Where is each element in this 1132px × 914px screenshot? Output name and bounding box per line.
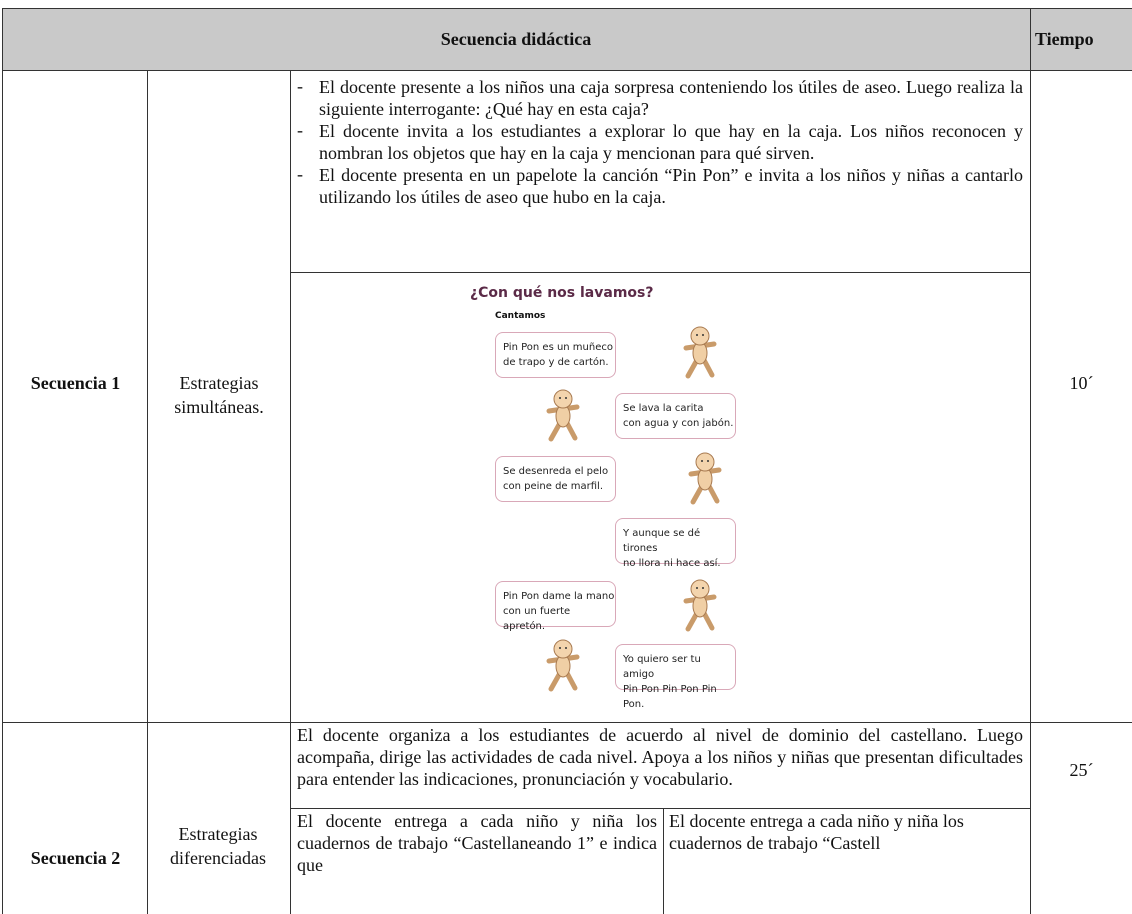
verse-line: Yo quiero ser tu amigo <box>623 654 701 680</box>
column-text: El docente entrega a cada niño y niña lo… <box>297 811 657 875</box>
header-time: Tiempo <box>1035 29 1094 49</box>
column-text: El docente entrega a cada niño y niña lo… <box>669 811 964 853</box>
activity: - El docente invita a los estudiantes a e… <box>297 120 1023 163</box>
border <box>2 8 1132 9</box>
time: 25´ <box>1069 760 1094 780</box>
verse-line: Pin Pon dame la mano <box>503 591 615 602</box>
verse-line: Pin Pon es un muñeco <box>503 342 613 353</box>
activity-text: El docente invita a los estudiantes a ex… <box>319 121 1023 163</box>
border <box>1030 8 1031 914</box>
verse: Pin Pon es un muñeco de trapo y de cartón… <box>495 332 616 378</box>
verse-line: de trapo y de cartón. <box>503 357 609 368</box>
border <box>2 722 1132 723</box>
activity-text: El docente presenta en un papelote la ca… <box>319 165 1023 207</box>
border <box>147 70 148 914</box>
verse-line: Pin Pon Pin Pon Pin Pon. <box>623 684 717 710</box>
time: 10´ <box>1069 373 1094 393</box>
border <box>663 808 664 914</box>
activity-text: El docente presente a los niños una caja… <box>319 77 1023 119</box>
border <box>290 70 291 914</box>
border <box>2 70 1132 71</box>
row-label: Secuencia 1 <box>30 373 121 393</box>
header-title: Secuencia didáctica <box>440 29 592 49</box>
activity-list: - El docente presente a los niños una caj… <box>297 76 1023 208</box>
song-subtitle: Cantamos <box>495 311 546 321</box>
verse-line: Y aunque se dé tirones <box>623 528 701 554</box>
verse: Y aunque se dé tirones no llora ni hace a… <box>615 518 736 569</box>
song-title: ¿Con qué nos lavamos? <box>470 285 654 301</box>
verse-line: con agua y con jabón. <box>623 418 734 429</box>
border <box>2 8 3 914</box>
strategy: Estrategias simultáneas. <box>174 373 264 417</box>
strategy: Estrategias diferenciadas <box>170 824 266 868</box>
verse-line: no llora ni hace así. <box>623 558 721 569</box>
paragraph: El docente organiza a los estudiantes de… <box>297 725 1023 789</box>
verse: Se lava la carita con agua y con jabón. <box>615 393 736 439</box>
verse: Pin Pon dame la mano con un fuerte apretó… <box>495 581 616 632</box>
verse: Yo quiero ser tu amigo Pin Pon Pin Pon Pi… <box>615 644 736 710</box>
verse-line: Se lava la carita <box>623 403 704 414</box>
border <box>290 272 1030 273</box>
activity: - El docente presenta en un papelote la c… <box>297 164 1023 207</box>
border <box>290 808 1030 809</box>
activity: - El docente presente a los niños una caj… <box>297 76 1023 119</box>
header-bg <box>2 8 1132 70</box>
verse-line: Se desenreda el pelo <box>503 466 609 477</box>
verse-line: con peine de marfil. <box>503 481 603 492</box>
verse: Se desenreda el pelo con peine de marfil. <box>495 456 616 502</box>
row-label: Secuencia 2 <box>30 848 121 868</box>
verse-line: con un fuerte apretón. <box>503 606 571 632</box>
